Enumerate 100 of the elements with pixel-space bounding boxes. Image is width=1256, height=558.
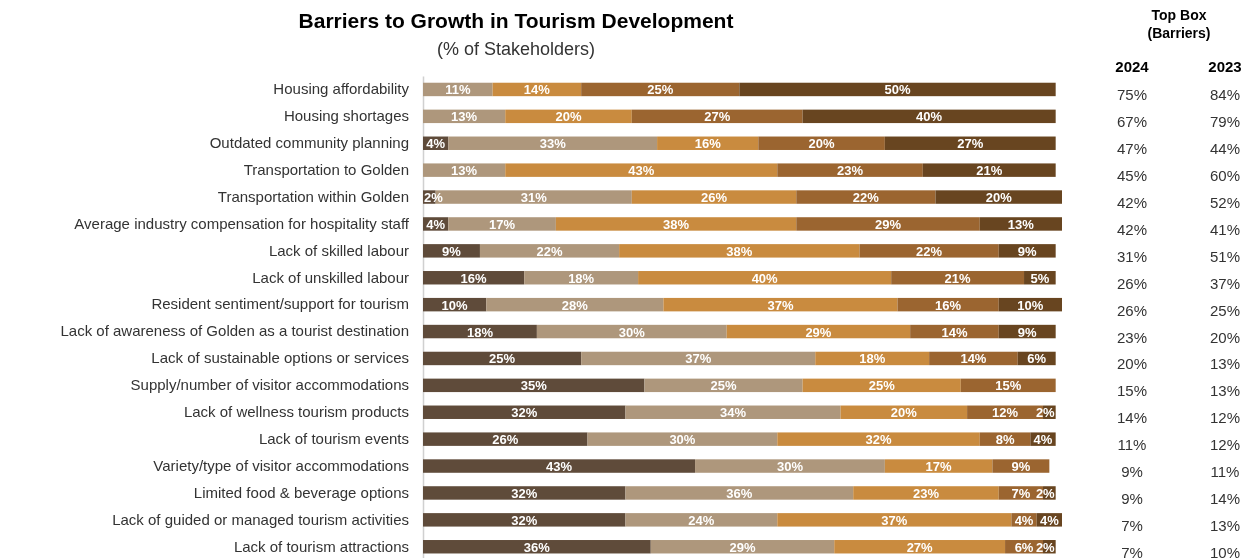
text: 26%	[1116, 274, 1148, 292]
data-label: 50%	[884, 82, 911, 98]
y-tick-label: Lack of wellness tourism products	[183, 403, 409, 421]
data-label: 25%	[868, 378, 896, 394]
data-label: 20%	[808, 136, 836, 152]
text: 2024	[1115, 58, 1150, 75]
data-label: 4%	[1039, 512, 1060, 528]
y-tick-label: Supply/number of visitor accommodations	[130, 376, 409, 394]
data-label: 27%	[957, 136, 984, 152]
data-label: 2%	[1035, 539, 1056, 555]
data-label: 2%	[424, 190, 444, 206]
data-label: 36%	[726, 485, 753, 501]
data-label: 10%	[441, 297, 469, 313]
bar	[479, 244, 620, 258]
data-label: 33%	[539, 136, 567, 152]
bar	[695, 459, 885, 473]
data-label: 31%	[520, 190, 548, 206]
text: 51%	[1209, 247, 1241, 265]
data-label: 18%	[466, 324, 494, 340]
text: 45%	[1116, 167, 1148, 185]
data-label: 9%	[1017, 324, 1038, 340]
data-label: 13%	[451, 109, 478, 125]
data-label: 6%	[1014, 539, 1034, 555]
bar	[625, 486, 854, 500]
text: 31%	[1116, 247, 1148, 265]
y-tick-label: Housing shortages	[283, 107, 409, 125]
bar	[884, 136, 1056, 150]
text: 42%	[1116, 220, 1148, 238]
bar	[587, 432, 778, 446]
data-label: 17%	[925, 459, 953, 475]
y-tick-label: Resident sentiment/support for tourism	[151, 295, 409, 313]
y-tick-label: Lack of skilled labour	[268, 241, 409, 259]
data-label: 37%	[881, 512, 908, 528]
bar	[853, 486, 999, 500]
bar	[802, 109, 1056, 124]
text: 11%	[1210, 463, 1240, 481]
data-label: 16%	[935, 297, 962, 313]
bar	[663, 297, 898, 312]
bar	[631, 190, 797, 204]
data-label: 26%	[701, 190, 728, 206]
bar	[796, 190, 936, 204]
chart-subtitle: (% of Stakeholders)	[436, 39, 596, 59]
data-label: 43%	[628, 163, 655, 179]
data-label: 13%	[1007, 216, 1035, 232]
data-label: 20%	[890, 405, 918, 421]
bar	[423, 405, 626, 419]
data-label: 25%	[647, 82, 674, 98]
data-label: 20%	[555, 109, 582, 125]
data-label: 30%	[776, 459, 804, 475]
data-label: 40%	[751, 270, 779, 286]
data-label: 34%	[719, 405, 747, 421]
bar	[448, 217, 556, 231]
text: 44%	[1209, 140, 1241, 158]
data-label: 7%	[1011, 485, 1031, 501]
data-label: 40%	[916, 109, 943, 125]
text: 47%	[1116, 140, 1148, 158]
data-label: 29%	[875, 216, 902, 232]
data-label: 14%	[523, 82, 551, 98]
text: 37%	[1209, 274, 1241, 292]
data-label: 24%	[688, 512, 715, 528]
data-label: 23%	[837, 163, 864, 179]
data-label: 14%	[960, 351, 987, 367]
data-label: 9%	[1017, 243, 1038, 259]
data-label: 20%	[985, 190, 1013, 206]
data-label: 35%	[520, 378, 548, 394]
y-tick-label: Lack of tourism attractions	[233, 537, 409, 555]
data-label: 32%	[511, 405, 538, 421]
bar	[423, 432, 588, 446]
data-label: 37%	[767, 297, 794, 313]
text: 7%	[1121, 516, 1143, 534]
text: 52%	[1209, 194, 1241, 212]
data-label: 5%	[1030, 270, 1050, 286]
data-label: 18%	[568, 270, 595, 286]
y-tick-label: Outdated community planning	[209, 134, 409, 152]
text: 14%	[1209, 489, 1241, 507]
bar	[884, 459, 993, 473]
data-label: 28%	[561, 297, 589, 313]
data-label: 29%	[729, 539, 756, 555]
data-label: 27%	[906, 539, 934, 555]
text: 13%	[1209, 516, 1241, 534]
data-label: 8%	[995, 432, 1015, 448]
data-label: 21%	[944, 270, 972, 286]
text: 11%	[1117, 436, 1147, 454]
bar	[625, 405, 841, 419]
data-label: 4%	[1014, 512, 1034, 528]
text: 9%	[1121, 463, 1143, 481]
bar	[834, 540, 1006, 554]
text: 79%	[1209, 113, 1241, 131]
y-tick-label: Transportation within Golden	[217, 187, 409, 205]
data-label: 9%	[1011, 459, 1031, 475]
y-tick-label: Lack of guided or managed tourism activities	[112, 510, 409, 528]
data-label: 17%	[489, 216, 516, 232]
y-tick-label: Lack of sustainable options or services	[151, 349, 409, 367]
data-label: 25%	[489, 351, 516, 367]
bar	[777, 163, 923, 177]
text: 2023	[1208, 58, 1242, 75]
y-tick-label: Transportation to Golden	[243, 160, 409, 178]
y-tick-label: Lack of tourism events	[258, 429, 409, 447]
data-label: 2%	[1035, 405, 1056, 421]
data-label: 43%	[546, 459, 573, 475]
